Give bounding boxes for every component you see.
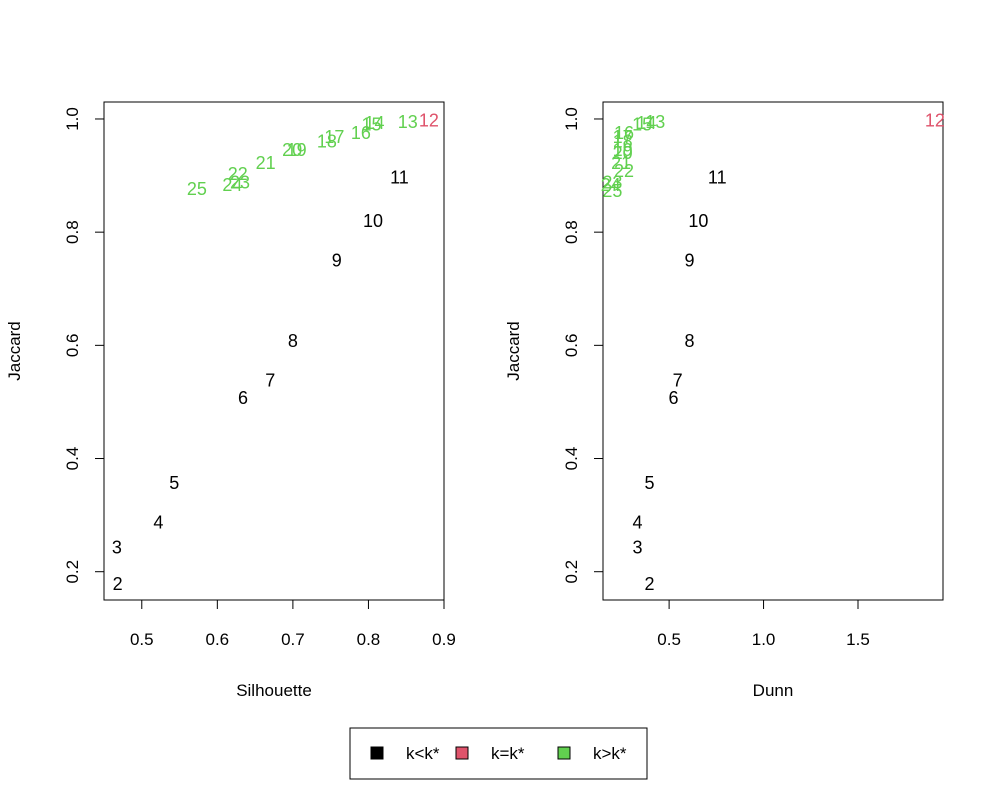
y-tick-label: 0.6 [63,334,82,358]
legend-box [349,727,648,780]
data-point-label: 12 [925,111,945,131]
data-point-label: 7 [673,370,683,390]
data-point-label: 17 [613,127,633,147]
data-point-label: 14 [364,113,384,133]
data-point-label: 3 [633,537,643,557]
data-point-label: 11 [708,167,727,187]
legend-swatch [455,746,469,760]
x-axis: 0.5 0.6 0.7 0.8 0.9 [130,599,456,649]
data-point-label: 13 [398,112,418,132]
legend-label: k<k* [406,744,440,763]
x-tick-label: 0.5 [130,630,154,649]
data-point-label: 21 [611,153,631,173]
data-point-label: 2 [644,574,654,594]
data-point-label: 25 [187,179,207,199]
data-point-label: 22 [614,161,634,181]
data-point-label: 5 [644,473,654,493]
data-point-label: 23 [230,172,250,192]
data-point-label: 14 [636,113,656,133]
y-tick-label: 0.2 [63,560,82,584]
data-point-label: 10 [363,211,383,231]
y-tick-label: 0.8 [63,220,82,244]
legend-swatch [370,746,384,760]
data-point-label: 7 [265,370,275,390]
data-point-label: 8 [685,331,695,351]
data-point-label: 2 [113,574,123,594]
panel-dunn: 0.5 1.0 1.5 Dunn 0.2 0.4 0.6 0.8 1.0 Jaccard 23 45 6… [504,101,945,700]
x-tick-label: 0.5 [657,630,681,649]
data-point-label: 15 [632,115,652,135]
data-point-label: 25 [602,181,622,201]
data-point-label: 18 [613,132,633,152]
y-axis: 0.2 0.4 0.6 0.8 1.0 [562,107,604,584]
y-tick-label: 0.6 [562,334,581,358]
data-point-label: 16 [614,123,634,143]
data-point-label: 10 [688,211,708,231]
data-point-label: 22 [228,164,248,184]
y-axis-label: Jaccard [504,321,523,381]
y-tick-label: 0.4 [63,447,82,471]
x-tick-label: 0.9 [432,630,456,649]
data-point-label: 12 [419,111,439,131]
data-point-label: 16 [351,123,371,143]
data-point-label: 24 [222,175,242,195]
panel-silhouette: 0.5 0.6 0.7 0.8 0.9 Silhouette 0.2 0.4 0.6 0.8 1.0… [5,101,456,700]
data-point-label: 15 [361,115,381,135]
y-tick-label: 0.8 [562,220,581,244]
data-point-label: 8 [288,331,298,351]
data-point-label: 24 [601,175,621,195]
legend-item: k>k* [557,744,627,763]
y-tick-label: 1.0 [63,107,82,131]
data-point-label: 20 [282,140,302,160]
legend-label: k>k* [593,744,627,763]
data-point-label: 4 [153,512,163,532]
data-point-label: 18 [317,132,337,152]
data-point-label: 19 [287,140,307,160]
data-point-label: 11 [390,167,409,187]
data-point-label: 3 [112,537,122,557]
x-tick-label: 0.6 [206,630,230,649]
y-axis-label: Jaccard [5,321,24,381]
x-tick-label: 1.5 [846,630,870,649]
y-axis: 0.2 0.4 0.6 0.8 1.0 [63,107,105,584]
x-tick-label: 0.7 [281,630,305,649]
x-tick-label: 0.8 [357,630,381,649]
data-point-label: 6 [668,388,678,408]
legend-item: k<k* [370,744,440,763]
data-point-label: 23 [602,172,622,192]
data-point-label: 9 [332,250,342,270]
data-point-label: 6 [238,388,248,408]
x-axis: 0.5 1.0 1.5 [657,599,870,649]
data-point-label: 20 [613,143,633,163]
y-tick-label: 0.2 [562,560,581,584]
data-point-label: 21 [256,153,276,173]
y-tick-label: 0.4 [562,447,581,471]
x-tick-label: 1.0 [752,630,776,649]
plot-frame [602,101,944,601]
x-axis-label: Silhouette [236,681,312,700]
data-point-label: 4 [633,512,643,532]
legend-label: k=k* [491,744,525,763]
data-point-label: 17 [324,127,344,147]
legend-swatch [557,746,571,760]
x-axis-label: Dunn [753,681,794,700]
y-tick-label: 1.0 [562,107,581,131]
legend-item: k=k* [455,744,525,763]
legend: k<k* k=k* k>k* [349,727,648,780]
data-point-label: 13 [645,112,665,132]
data-point-label: 5 [169,473,179,493]
data-point-label: 19 [613,140,633,160]
data-point-label: 9 [685,250,695,270]
